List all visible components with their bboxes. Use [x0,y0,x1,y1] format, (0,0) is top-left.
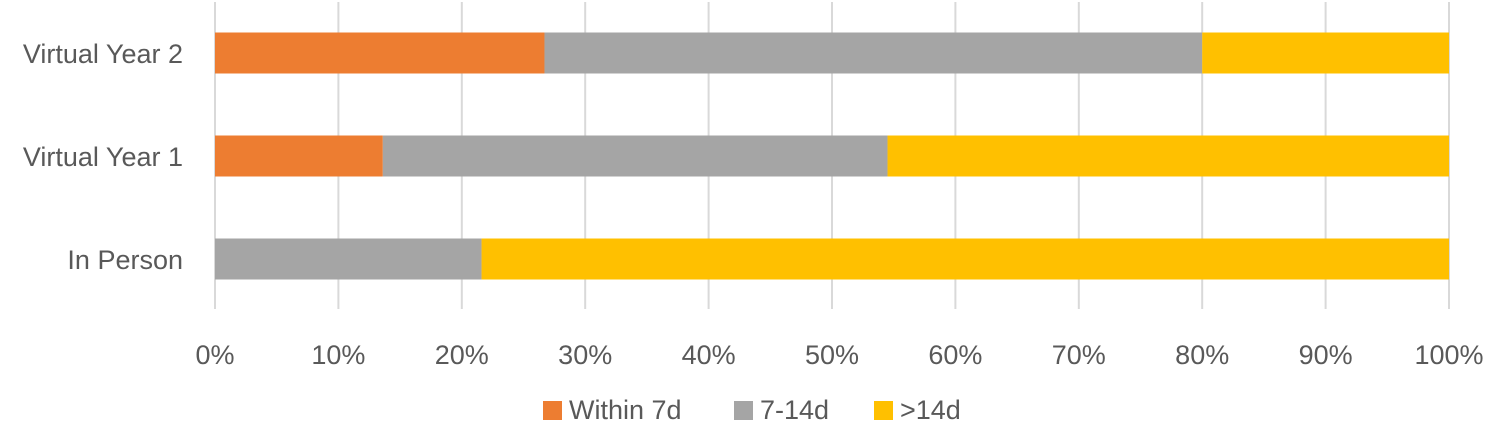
x-tick-label: 80% [1175,340,1229,370]
category-label: Virtual Year 2 [23,39,183,69]
x-axis-tick-labels: 0% 10% 20% 30% 40% 50% 60% 70% 80% 90% 100% [195,340,1483,370]
bar-segment [215,135,383,177]
bars [215,32,1449,280]
x-tick-label: 50% [805,340,859,370]
x-tick-label: 60% [928,340,982,370]
legend-swatch [543,401,562,420]
x-tick-label: 40% [682,340,736,370]
category-labels: Virtual Year 2 Virtual Year 1 In Person [23,39,183,275]
x-tick-label: 10% [311,340,365,370]
bar-segment [1202,32,1449,74]
x-tick-label: 70% [1052,340,1106,370]
category-label: In Person [67,245,183,275]
x-tick-label: 20% [435,340,489,370]
bar-segment [887,135,1449,177]
x-tick-label: 0% [195,340,234,370]
bar-segment [382,135,888,177]
x-tick-label: 90% [1299,340,1353,370]
x-tick-label: 30% [558,340,612,370]
bar-segment [481,238,1449,280]
legend: Within 7d 7-14d >14d [543,395,961,423]
legend-swatch [874,401,893,420]
x-tick-label: 100% [1414,340,1483,370]
category-label: Virtual Year 1 [23,142,183,172]
legend-label: Within 7d [569,395,682,423]
bar-segment [215,32,545,74]
bar-segment [215,238,482,280]
legend-label: 7-14d [760,395,829,423]
legend-label: >14d [900,395,961,423]
bar-segment [544,32,1203,74]
legend-swatch [734,401,753,420]
